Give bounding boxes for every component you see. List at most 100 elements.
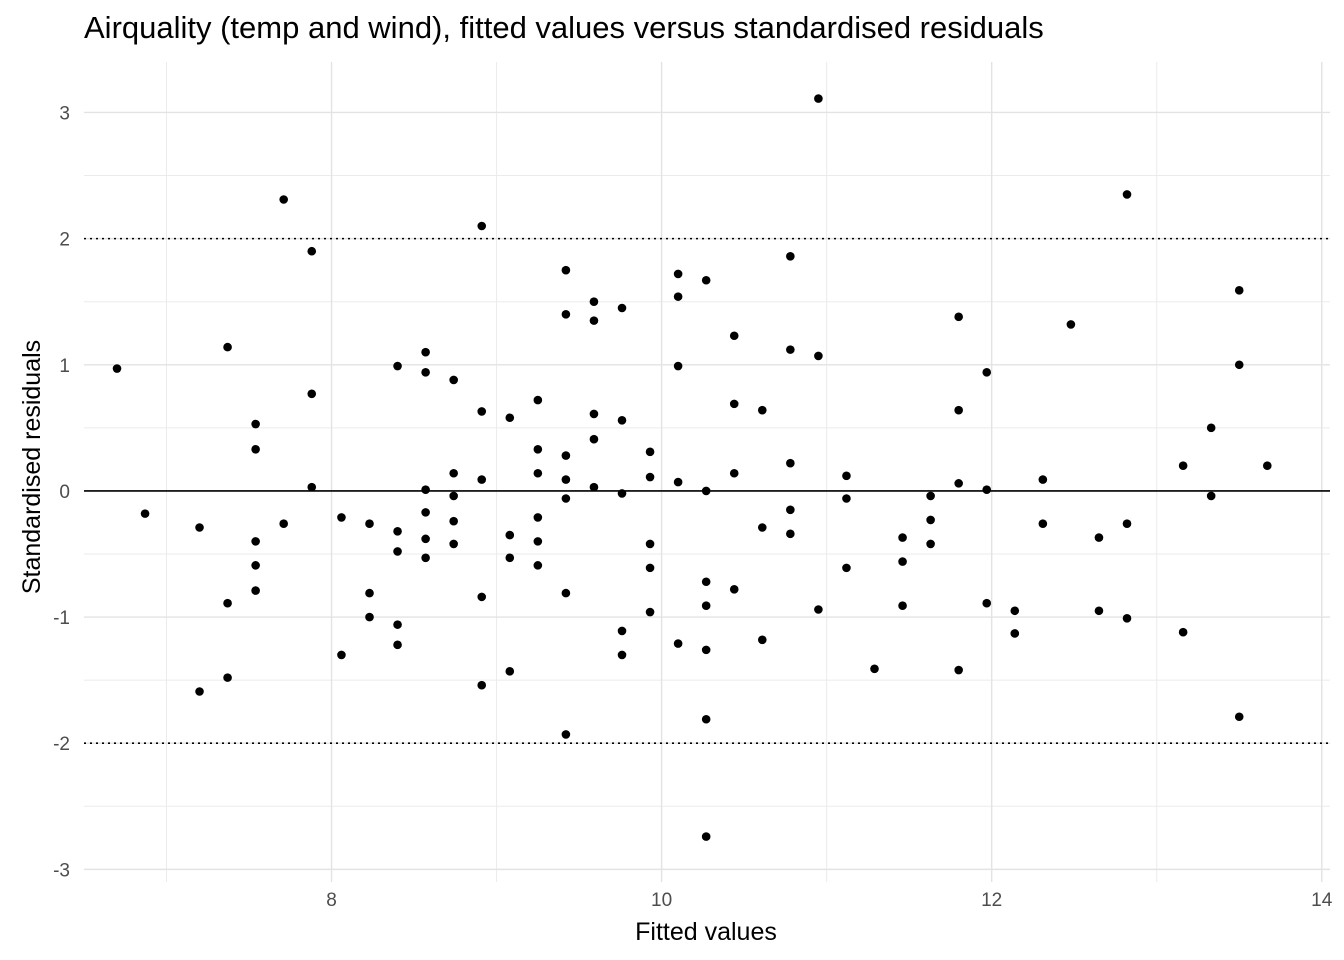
major-grid <box>84 62 1330 882</box>
data-point <box>701 714 711 724</box>
data-point <box>393 640 402 650</box>
data-point <box>477 475 487 484</box>
x-tick-label: 14 <box>1311 890 1333 911</box>
data-point <box>982 485 992 494</box>
data-point <box>645 447 655 457</box>
data-point <box>898 557 907 566</box>
data-point <box>1038 475 1048 484</box>
data-point <box>1122 614 1132 623</box>
x-tick-label: 8 <box>326 890 337 911</box>
data-point <box>1178 461 1188 470</box>
data-point <box>757 635 767 645</box>
data-point <box>729 331 739 341</box>
data-point <box>533 468 543 478</box>
data-point <box>477 221 487 231</box>
data-point <box>251 561 260 570</box>
data-point <box>1038 519 1048 529</box>
data-point <box>673 292 683 301</box>
data-point <box>477 592 487 602</box>
x-tick-label: 12 <box>981 890 1002 911</box>
data-point <box>1094 533 1104 542</box>
data-point <box>393 547 402 556</box>
data-point <box>617 303 627 313</box>
data-point <box>449 539 458 549</box>
y-tick-label: 2 <box>59 230 70 251</box>
data-point <box>365 612 374 622</box>
data-point <box>1234 360 1244 370</box>
data-point <box>589 297 599 306</box>
y-tick-label: -2 <box>53 734 70 755</box>
data-point <box>561 310 571 319</box>
data-point <box>814 605 823 614</box>
chart-title: Airquality (temp and wind), fitted value… <box>84 10 1044 45</box>
data-point <box>589 434 599 444</box>
data-point <box>617 415 627 425</box>
data-point <box>421 553 430 563</box>
data-point <box>786 505 795 515</box>
data-point <box>421 347 430 357</box>
data-point <box>449 468 458 478</box>
data-point <box>645 539 655 549</box>
data-point <box>421 368 430 377</box>
data-point <box>786 251 795 261</box>
data-point <box>140 509 150 518</box>
data-point <box>365 519 374 529</box>
data-point <box>1234 286 1244 295</box>
data-point <box>477 680 487 690</box>
data-point <box>701 577 711 587</box>
data-point <box>393 526 402 536</box>
data-point <box>926 491 935 501</box>
data-point <box>449 375 458 385</box>
data-point <box>786 529 795 539</box>
data-point <box>701 486 711 496</box>
data-point <box>1122 519 1132 529</box>
data-point <box>954 405 963 415</box>
data-point <box>1178 627 1188 637</box>
data-point <box>982 598 992 608</box>
data-point <box>365 588 374 598</box>
data-point <box>589 482 599 492</box>
data-point <box>982 368 992 377</box>
data-point <box>786 458 795 468</box>
data-point <box>477 407 487 416</box>
data-point <box>223 673 232 682</box>
data-point <box>561 475 571 484</box>
data-point <box>1122 190 1132 199</box>
data-point <box>561 494 571 503</box>
x-axis-title: Fitted values <box>635 918 777 946</box>
data-point <box>505 413 515 423</box>
data-point <box>645 472 655 482</box>
data-point <box>1010 629 1020 638</box>
data-point <box>195 687 204 696</box>
data-point <box>533 537 543 546</box>
data-point <box>617 489 627 498</box>
data-point <box>533 513 543 522</box>
data-point <box>1066 320 1076 329</box>
data-point <box>842 494 851 503</box>
data-point <box>701 645 711 655</box>
data-point <box>1206 423 1216 433</box>
data-point <box>1234 712 1244 722</box>
data-points <box>112 94 1272 841</box>
data-point <box>645 607 655 617</box>
data-point <box>505 530 515 540</box>
data-point <box>393 620 402 629</box>
data-point <box>393 361 402 371</box>
data-point <box>673 477 683 487</box>
data-point <box>757 523 767 532</box>
data-point <box>223 598 232 608</box>
data-point <box>645 563 655 573</box>
data-point <box>307 389 317 399</box>
x-tick-label: 10 <box>651 890 672 911</box>
x-axis-ticks: 8 10 12 14 <box>326 890 1332 911</box>
data-point <box>673 361 683 371</box>
y-tick-label: 3 <box>59 103 70 124</box>
y-axis-ticks: -3 -2 -1 0 1 2 3 <box>53 103 70 881</box>
data-point <box>223 342 232 352</box>
data-point <box>251 586 260 595</box>
data-point <box>786 345 795 354</box>
data-point <box>729 399 739 409</box>
minor-grid <box>84 62 1330 882</box>
data-point <box>251 444 260 454</box>
y-tick-label: 1 <box>59 356 70 377</box>
